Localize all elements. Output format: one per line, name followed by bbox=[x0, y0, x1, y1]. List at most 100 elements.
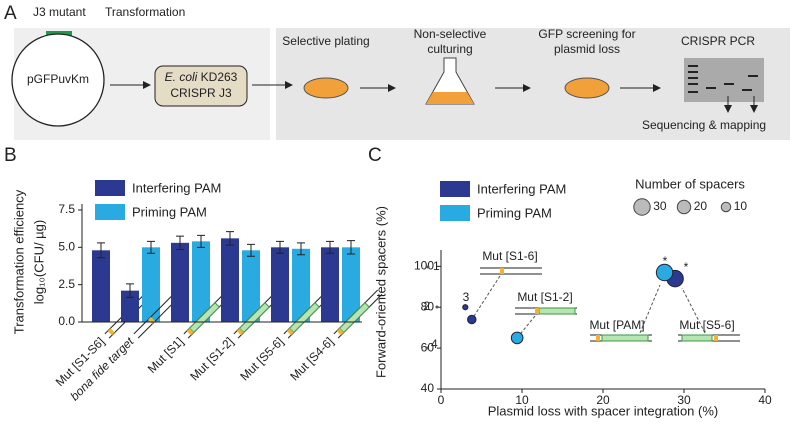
bar bbox=[142, 247, 160, 322]
y-axis-label: Transformation efficiency bbox=[11, 189, 26, 334]
pam bbox=[186, 328, 194, 336]
x-axis-label: Plasmid loss with spacer integration (%) bbox=[488, 403, 718, 418]
bar bbox=[321, 247, 339, 322]
error-bar bbox=[297, 242, 305, 256]
pam bbox=[596, 335, 600, 341]
final-step: Sequencing & mapping bbox=[642, 118, 766, 132]
y-tick-label: 2.5 bbox=[58, 277, 75, 291]
size-legend-marker bbox=[633, 198, 651, 216]
minor-point bbox=[426, 265, 430, 269]
x-tick-label: Mut [S1] bbox=[145, 334, 186, 375]
minor-point bbox=[425, 346, 429, 350]
error-bar bbox=[226, 231, 234, 246]
error-bar bbox=[247, 243, 255, 257]
error-bar bbox=[126, 283, 134, 298]
strain-box bbox=[154, 65, 248, 107]
pam bbox=[500, 268, 504, 274]
size-legend-marker bbox=[720, 201, 732, 213]
point bbox=[655, 263, 674, 282]
construct-glyph bbox=[333, 289, 383, 339]
spacer-box bbox=[238, 302, 270, 334]
petri-dish bbox=[564, 77, 610, 99]
error-bar bbox=[176, 235, 184, 251]
spacer-box bbox=[681, 334, 713, 342]
step-label: Selective plating bbox=[282, 34, 369, 48]
y-tick-label: 5.0 bbox=[58, 239, 75, 253]
y-tick-label: 7.5 bbox=[58, 202, 75, 216]
annotation: Mut [S5-6] bbox=[679, 318, 734, 332]
error-bar bbox=[197, 234, 205, 248]
error-bar bbox=[326, 240, 334, 254]
plasmid-label: pGFPuvKm bbox=[27, 72, 89, 86]
bar bbox=[271, 247, 289, 322]
pam bbox=[714, 335, 718, 341]
size-legend-label: 30 bbox=[653, 199, 667, 213]
pam bbox=[236, 328, 244, 336]
legend-label: Priming PAM bbox=[477, 205, 552, 220]
spacer-box bbox=[538, 307, 576, 315]
error-bar bbox=[147, 240, 155, 254]
annotation: 2 bbox=[423, 299, 430, 313]
x-tick-label: Mut [S1-2] bbox=[187, 334, 236, 383]
y-axis-label: log₁₀(CFU/ µg) bbox=[31, 220, 46, 304]
bar bbox=[221, 238, 239, 322]
leader bbox=[681, 287, 706, 334]
bar bbox=[342, 247, 360, 322]
strain-name: KD263 bbox=[197, 70, 237, 84]
pam bbox=[336, 328, 344, 336]
panel-label: A bbox=[4, 3, 17, 24]
point bbox=[467, 314, 477, 325]
error-bar bbox=[347, 240, 355, 255]
plasmid bbox=[11, 33, 105, 127]
annotation: Mut [S1-2] bbox=[517, 290, 572, 304]
step-label: Transformation bbox=[105, 5, 185, 19]
legend-swatch bbox=[440, 181, 470, 197]
step-label: CRISPR PCR bbox=[681, 34, 755, 48]
step-label: plasmid loss bbox=[554, 42, 620, 56]
spacer-box bbox=[601, 334, 649, 342]
spacer-box bbox=[188, 302, 220, 334]
pam bbox=[286, 328, 294, 336]
size-legend-marker bbox=[676, 199, 692, 215]
strain-label: CRISPR J3 bbox=[170, 86, 232, 100]
annotation: 3 bbox=[463, 290, 470, 304]
bar bbox=[242, 250, 260, 322]
y-tick-label: 40 bbox=[421, 381, 435, 395]
x-tick-label: 20 bbox=[596, 393, 610, 407]
leader bbox=[639, 284, 661, 334]
annotation: Mut [PAM] bbox=[589, 318, 644, 332]
annotation: * bbox=[684, 260, 689, 274]
error-bar bbox=[276, 240, 284, 254]
x-tick-label: Mut [S5-6] bbox=[237, 334, 286, 383]
bar bbox=[192, 241, 210, 322]
dna-strand bbox=[133, 289, 179, 335]
leader bbox=[471, 275, 501, 320]
x-tick-label: 10 bbox=[515, 393, 529, 407]
marker-label: J3 mutant bbox=[33, 5, 86, 19]
annotation: Mut [S1-6] bbox=[482, 249, 537, 263]
bar bbox=[92, 250, 110, 322]
panel-label: C bbox=[368, 145, 382, 166]
panel-label: B bbox=[4, 145, 17, 166]
culture bbox=[426, 92, 474, 104]
size-legend-label: 10 bbox=[734, 199, 748, 213]
step-label: culturing bbox=[427, 42, 472, 56]
legend-label: Interfering PAM bbox=[132, 180, 221, 195]
strain-italic: E. coli bbox=[165, 70, 198, 84]
point bbox=[462, 304, 469, 311]
y-tick-label: 80 bbox=[421, 299, 435, 313]
point bbox=[510, 331, 524, 345]
x-tick-label: 30 bbox=[677, 393, 691, 407]
x-tick-label: Mut [S4-6] bbox=[287, 334, 336, 383]
legend-swatch bbox=[95, 180, 125, 196]
legend-swatch bbox=[95, 204, 125, 220]
bar bbox=[292, 248, 310, 322]
strain-label: E. coli KD263 bbox=[165, 70, 238, 84]
step-label: GFP screening for bbox=[538, 27, 635, 41]
legend-label: Interfering PAM bbox=[477, 181, 566, 196]
gel-bands bbox=[688, 65, 758, 93]
gel bbox=[684, 58, 764, 102]
legend-swatch bbox=[440, 205, 470, 221]
x-tick-label: 40 bbox=[758, 393, 772, 407]
